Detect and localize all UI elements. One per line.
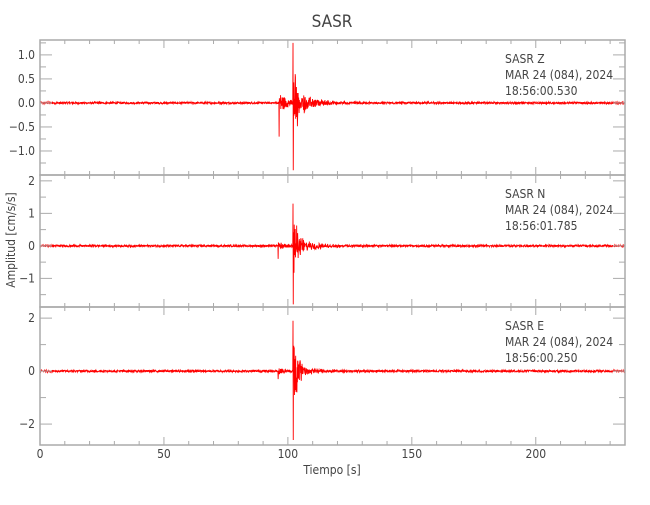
y-tick-label: 0 [28,239,35,253]
time-label: 18:56:00.250 [505,351,578,365]
date-label: MAR 24 (084), 2024 [505,203,613,217]
panel-z: 1.0 0.5 0.0 −0.5 −1.0 SASR Z MAR 24 (084), 202… [9,39,626,176]
station-label: SASR N [505,187,545,201]
y-axis-label: Amplitud [cm/s/s] [4,192,18,288]
y-tick-label: 1.0 [18,48,35,62]
y-tick-label: −1.0 [9,144,35,158]
waveform-trace [39,320,626,440]
y-tick-label: 0.5 [18,72,35,86]
y-tick-label: 1 [28,206,35,220]
y-tick-label: 2 [28,174,35,188]
x-tick-label: 0 [37,447,44,461]
panel-frame [39,306,626,446]
time-label: 18:56:00.530 [505,84,578,98]
x-axis-label: Tiempo [s] [302,463,360,477]
station-label: SASR Z [505,52,545,66]
x-tick-label: 100 [278,447,299,461]
y-tick-label: −1 [19,271,35,285]
station-label: SASR E [505,319,544,333]
panel-e: 2 0 −2 SASR E MAR 24 (084), 2024 18:56:00.250 [19,306,626,446]
y-tick-label: −0.5 [9,120,35,134]
y-tick-label: 2 [28,311,35,325]
y-tick-label: 0 [28,364,35,378]
x-tick-label: 200 [525,447,546,461]
chart-title: SASR [312,12,353,32]
y-tick-label: −2 [19,417,35,431]
y-tick-label: 0.0 [18,96,35,110]
time-label: 18:56:01.785 [505,219,578,233]
panel-n: 2 1 0 −1 SASR N MAR 24 (084), 2024 18:56:01.78… [19,174,626,308]
waveform-trace [39,203,626,305]
x-tick-label: 50 [157,447,171,461]
x-tick-label: 150 [402,447,423,461]
date-label: MAR 24 (084), 2024 [505,335,613,349]
waveform-trace [39,42,626,171]
date-label: MAR 24 (084), 2024 [505,68,613,82]
